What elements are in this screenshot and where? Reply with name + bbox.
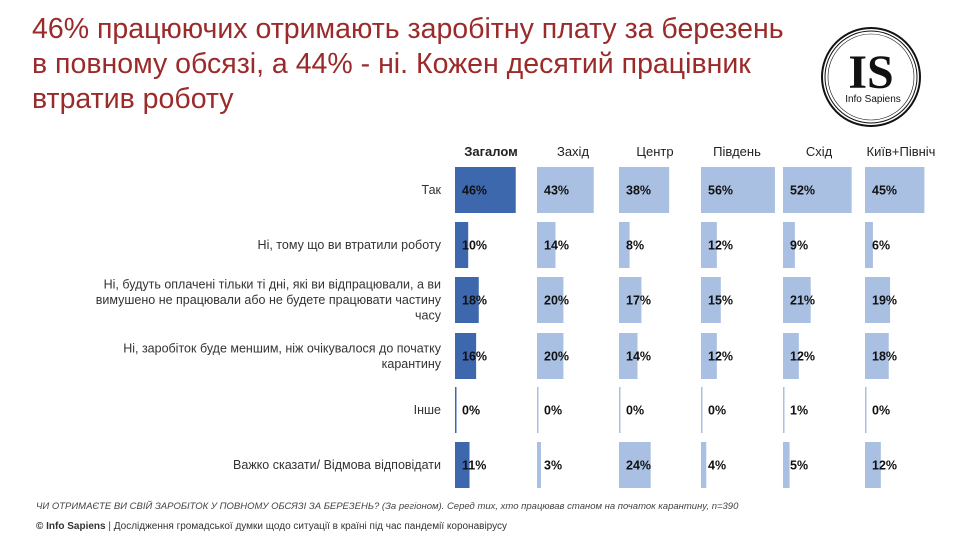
data-label: 1% [790, 404, 808, 418]
data-label: 10% [462, 239, 487, 253]
bar [701, 277, 721, 323]
data-label: 20% [544, 350, 569, 364]
panel-header: Київ+Північ [867, 144, 936, 159]
footer-brand: © Info Sapiens [36, 521, 106, 532]
data-label: 18% [872, 350, 897, 364]
bar [783, 387, 785, 433]
data-label: 14% [544, 239, 569, 253]
bar [537, 222, 556, 268]
bar [865, 222, 873, 268]
data-label: 14% [626, 350, 651, 364]
data-label: 21% [790, 294, 815, 308]
bar [865, 277, 891, 323]
bar [701, 222, 717, 268]
data-label: 16% [462, 350, 487, 364]
data-label: 9% [790, 239, 808, 253]
bar [619, 333, 638, 379]
data-label: 0% [708, 404, 726, 418]
bar [537, 277, 564, 323]
data-label: 24% [626, 459, 651, 473]
panel-header: Загалом [464, 144, 518, 159]
bar [783, 277, 811, 323]
question-note: ЧИ ОТРИМАЄТЕ ВИ СВІЙ ЗАРОБІТОК У ПОВНОМУ… [36, 501, 739, 512]
data-label: 46% [462, 184, 487, 198]
panel-header: Центр [636, 144, 673, 159]
data-label: 6% [872, 239, 890, 253]
data-label: 18% [462, 294, 487, 308]
data-label: 15% [708, 294, 733, 308]
data-label: 8% [626, 239, 644, 253]
bar [537, 442, 541, 488]
data-label: 3% [544, 459, 562, 473]
data-label: 4% [708, 459, 726, 473]
bar [783, 333, 799, 379]
data-label: 52% [790, 184, 815, 198]
info-sapiens-logo: IS Info Sapiens [821, 27, 921, 127]
data-label: 45% [872, 184, 897, 198]
data-label: 12% [708, 350, 733, 364]
bar [537, 167, 594, 213]
bar [701, 387, 703, 433]
data-label: 20% [544, 294, 569, 308]
svg-text:IS: IS [848, 46, 893, 99]
data-label: 12% [790, 350, 815, 364]
bar [783, 167, 852, 213]
bar [865, 442, 881, 488]
bar [537, 333, 564, 379]
data-label: 0% [544, 404, 562, 418]
svg-text:Info Sapiens: Info Sapiens [845, 94, 901, 105]
bar [619, 167, 670, 213]
bar [619, 277, 642, 323]
panel-header: Південь [713, 144, 761, 159]
bar [783, 442, 790, 488]
data-label: 0% [626, 404, 644, 418]
data-label: 56% [708, 184, 733, 198]
data-label: 17% [626, 294, 651, 308]
bar [865, 167, 925, 213]
bar [619, 387, 621, 433]
data-label: 38% [626, 184, 651, 198]
bar [455, 277, 479, 323]
bar [701, 333, 717, 379]
data-label: 11% [462, 459, 486, 473]
category-label: Ні, заробіток буде меншим, ніж очікувало… [123, 341, 442, 371]
data-label: 43% [544, 184, 569, 198]
page-title: 46% працюючих отримають заробітну плату … [32, 13, 784, 115]
data-label: 12% [708, 239, 733, 253]
category-label: Важко сказати/ Відмова відповідати [233, 458, 441, 472]
data-label: 12% [872, 459, 897, 473]
bar [865, 333, 889, 379]
region-bar-chart: Загалом Захід Центр Південь Схід Київ+Північ Т… [96, 144, 936, 488]
bar [455, 167, 516, 213]
category-label: Ні, будуть оплачені тільки ті дні, які в… [96, 278, 442, 323]
panel-header: Схід [806, 144, 833, 159]
bar [455, 333, 477, 379]
data-label: 0% [872, 404, 890, 418]
bar [619, 222, 630, 268]
footer-text: | Дослідження громадської думки щодо сит… [105, 521, 508, 532]
panel-header: Захід [557, 144, 589, 159]
category-label: Ні, тому що ви втратили роботу [258, 238, 442, 252]
category-label: Так [422, 183, 442, 197]
bar [701, 442, 707, 488]
data-label: 0% [462, 404, 480, 418]
bar [455, 387, 457, 433]
bar [701, 167, 775, 213]
data-label: 5% [790, 459, 808, 473]
bar [865, 387, 867, 433]
bar [537, 387, 539, 433]
bar [619, 442, 651, 488]
category-label: Інше [414, 403, 441, 417]
data-label: 19% [872, 294, 897, 308]
bar [783, 222, 795, 268]
bar [455, 442, 470, 488]
bar [455, 222, 469, 268]
footer: © Info Sapiens | Дослідження громадської… [36, 521, 507, 532]
